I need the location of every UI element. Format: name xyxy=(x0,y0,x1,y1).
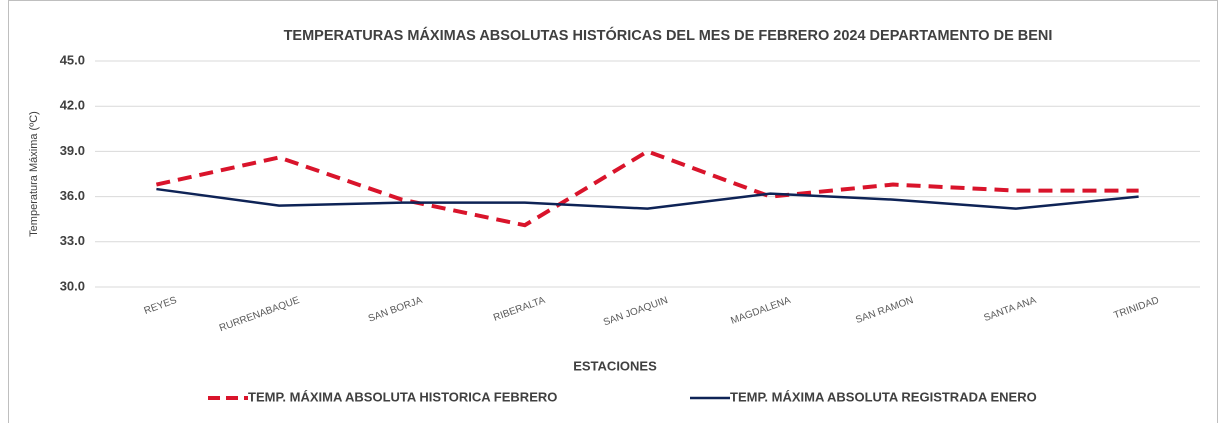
x-tick-label: REYES xyxy=(143,295,179,317)
x-tick-label: MAGDALENA xyxy=(729,295,792,327)
x-tick-label: SANTA ANA xyxy=(982,295,1038,324)
y-tick-label: 36.0 xyxy=(60,188,85,203)
y-tick-label: 33.0 xyxy=(60,233,85,248)
x-tick-label: TRINIDAD xyxy=(1112,295,1160,321)
y-tick-label: 30.0 xyxy=(60,278,85,293)
y-tick-label: 39.0 xyxy=(60,143,85,158)
x-tick-label: RURRENABAQUE xyxy=(218,295,301,334)
x-axis-label: ESTACIONES xyxy=(573,358,657,373)
x-tick-label: SAN BORJA xyxy=(367,295,424,325)
legend-label: TEMP. MÁXIMA ABSOLUTA REGISTRADA ENERO xyxy=(730,389,1037,404)
legend-label: TEMP. MÁXIMA ABSOLUTA HISTORICA FEBRERO xyxy=(248,389,557,404)
y-axis-label: Temperatura Máxima (ºC) xyxy=(28,111,40,237)
line-series xyxy=(156,187,1139,210)
x-tick-label: SAN RAMON xyxy=(854,295,915,326)
x-tick-label: RIBERALTA xyxy=(492,295,547,324)
x-tick-label: SAN JOAQUIN xyxy=(602,295,669,329)
line-series xyxy=(155,149,1139,228)
chart-title: TEMPERATURAS MÁXIMAS ABSOLUTAS HISTÓRICA… xyxy=(284,26,1053,44)
y-tick-label: 45.0 xyxy=(60,52,85,67)
y-tick-label: 42.0 xyxy=(60,98,85,113)
